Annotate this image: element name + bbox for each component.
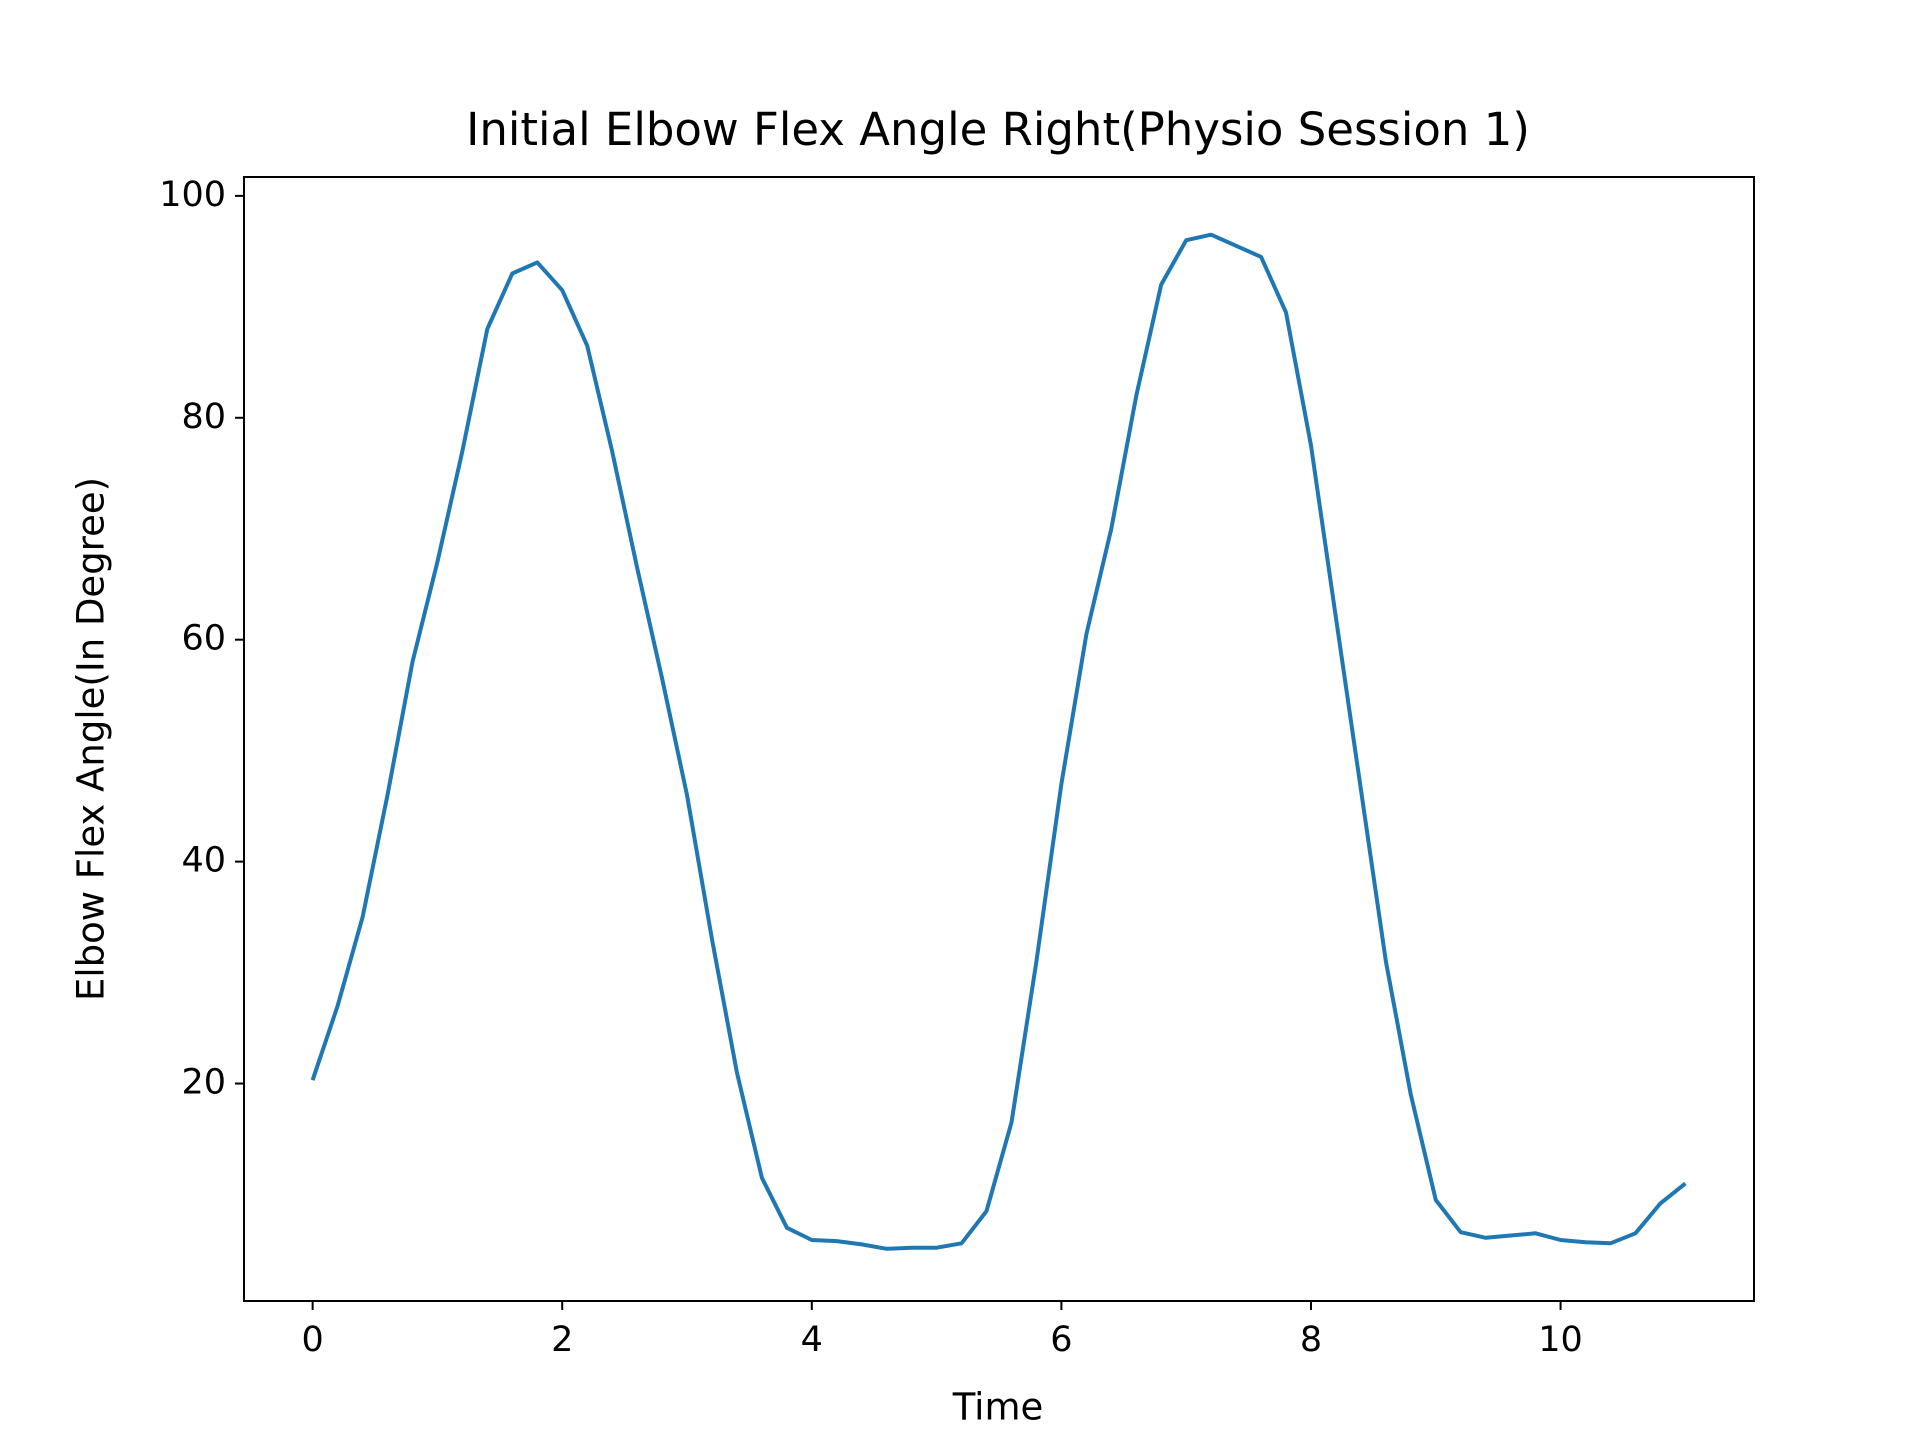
chart-title: Initial Elbow Flex Angle Right(Physio Se…: [466, 103, 1530, 156]
y-tick-label: 80: [181, 397, 226, 437]
plot-frame: [243, 176, 1755, 1302]
x-tick-label: 8: [1300, 1320, 1322, 1360]
y-tick-label: 20: [181, 1063, 226, 1103]
x-tick-label: 10: [1538, 1320, 1583, 1360]
y-axis-label: Elbow Flex Angle(In Degree): [70, 477, 113, 1001]
x-tick-label: 2: [551, 1320, 573, 1360]
y-tick-label: 60: [181, 619, 226, 659]
x-tick-label: 4: [801, 1320, 823, 1360]
x-tick-label: 6: [1050, 1320, 1072, 1360]
y-tick-label: 40: [181, 841, 226, 881]
x-tick-label: 0: [301, 1320, 323, 1360]
x-axis-label: Time: [952, 1386, 1044, 1429]
y-tick-label: 100: [159, 175, 226, 215]
data-line: [310, 232, 1687, 1251]
